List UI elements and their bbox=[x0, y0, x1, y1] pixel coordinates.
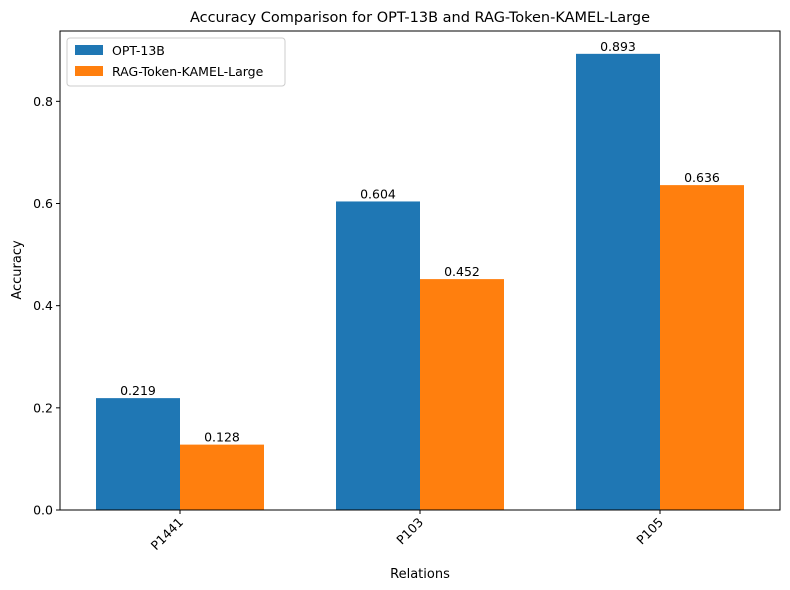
legend-box bbox=[66, 37, 286, 87]
bar-rag-token-kamel-large-p103 bbox=[420, 279, 504, 510]
data-label: 0.128 bbox=[204, 430, 240, 445]
y-tick-label: 0.0 bbox=[33, 503, 53, 518]
data-label: 0.636 bbox=[684, 170, 720, 185]
y-tick-label: 0.6 bbox=[33, 196, 53, 211]
x-tick-label: P1441 bbox=[148, 515, 186, 553]
data-label: 0.219 bbox=[120, 383, 156, 398]
plot-area: 0.219 0.604 0.893 0.128 0.452 0.636 0.0 0.2 0.4 0… bbox=[33, 30, 781, 553]
legend-swatch bbox=[75, 66, 103, 76]
data-label: 0.452 bbox=[444, 264, 480, 279]
y-tick-label: 0.8 bbox=[33, 94, 53, 109]
legend-label: RAG-Token-KAMEL-Large bbox=[112, 64, 264, 79]
y-tick-label: 0.4 bbox=[33, 298, 53, 313]
legend: OPT-13B RAG-Token-KAMEL-Large bbox=[66, 37, 286, 87]
bar-rag-token-kamel-large-p105 bbox=[660, 185, 744, 510]
legend-swatch bbox=[75, 45, 103, 55]
bar-opt-13b-p103 bbox=[336, 201, 420, 510]
y-axis-label: Accuracy bbox=[10, 240, 25, 300]
bar-opt-13b-p1441 bbox=[96, 398, 180, 510]
x-axis-label: Relations bbox=[390, 567, 450, 582]
x-tick-label: P103 bbox=[393, 515, 426, 548]
x-tick-label: P105 bbox=[633, 515, 666, 548]
y-tick-label: 0.2 bbox=[33, 400, 53, 415]
data-label: 0.604 bbox=[360, 186, 396, 201]
chart-title: Accuracy Comparison for OPT-13B and RAG-… bbox=[190, 10, 650, 26]
legend-label: OPT-13B bbox=[112, 43, 165, 58]
data-label: 0.893 bbox=[600, 39, 636, 54]
bar-opt-13b-p105 bbox=[576, 53, 660, 510]
bar-rag-token-kamel-large-p1441 bbox=[180, 444, 264, 510]
